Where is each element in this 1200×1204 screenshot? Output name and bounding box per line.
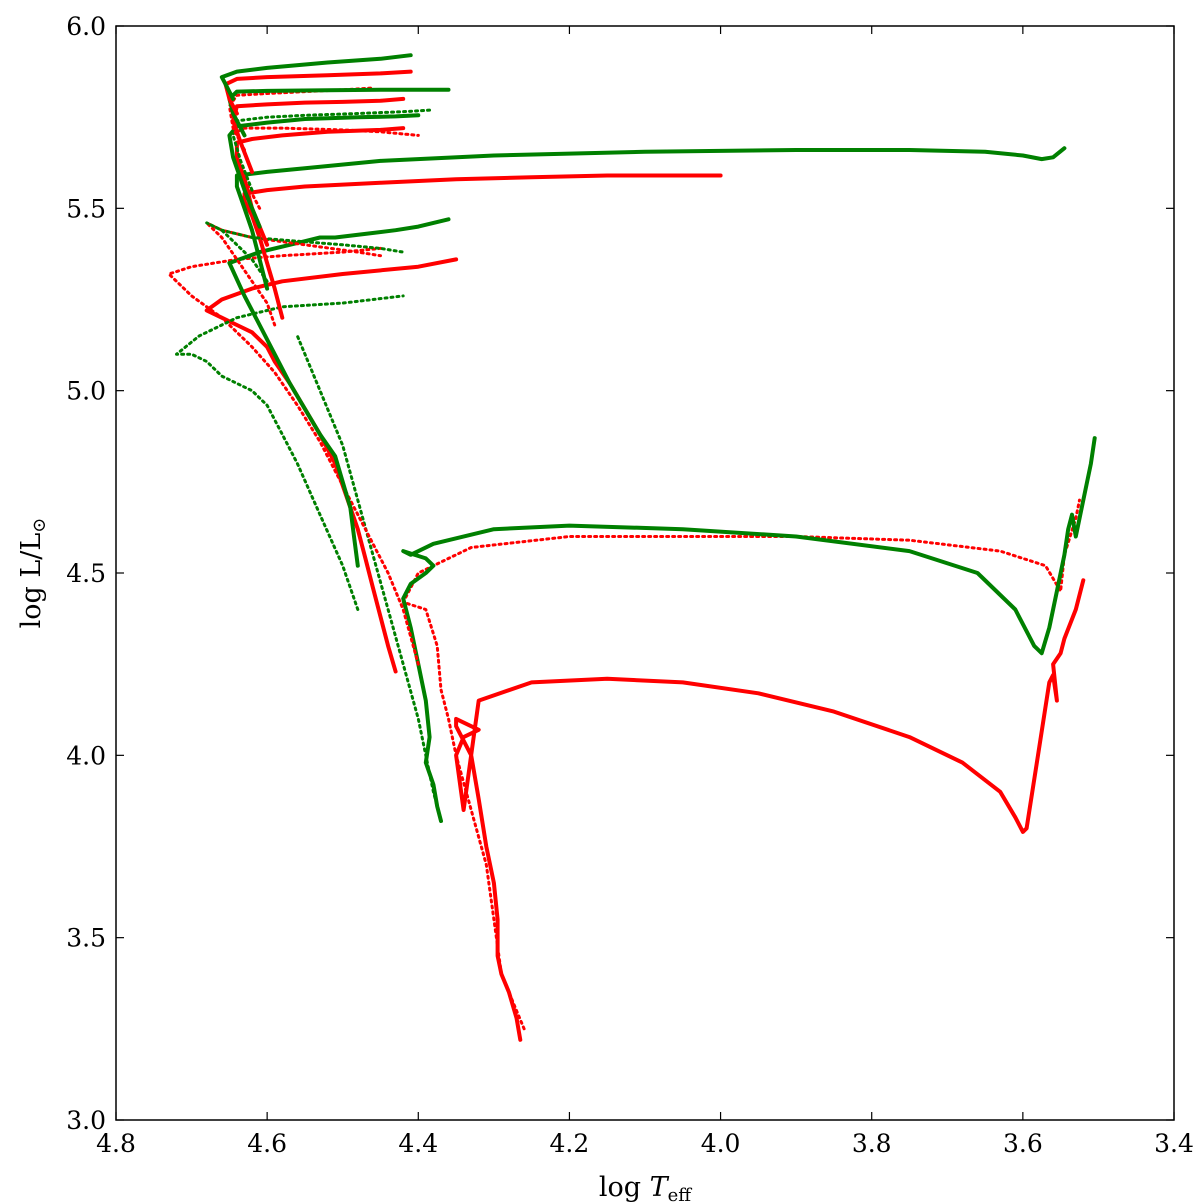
- y-tick-label: 5.5: [66, 194, 106, 223]
- track-green-solid-14: [227, 113, 421, 229]
- x-axis-label: log Teff: [599, 1172, 692, 1204]
- track-green-dotted-11: [205, 221, 405, 283]
- y-tick-label: 5.0: [66, 377, 106, 406]
- track-green-solid-6: [227, 217, 451, 568]
- track-red-solid-19: [223, 69, 413, 116]
- x-tick-label: 4.6: [247, 1129, 287, 1158]
- track-red-solid-16: [231, 96, 406, 174]
- track-red-solid-8: [242, 173, 723, 320]
- x-tick-label: 3.8: [852, 1129, 892, 1158]
- track-red-dotted-9: [205, 221, 382, 327]
- x-tick-label: 4.4: [398, 1129, 438, 1158]
- track-red-solid-0: [454, 578, 1086, 1042]
- axis-ticks: 4.8 4.6 4.4 4.2 4.0 3.8 3.6 3.4 3.0 3.5 4.0 4.5 5.0 5…: [66, 12, 1194, 1158]
- x-tick-label: 3.6: [1003, 1129, 1043, 1158]
- x-tick-label: 4.2: [550, 1129, 590, 1158]
- y-tick-label: 3.5: [66, 924, 106, 953]
- y-tick-label: 4.5: [66, 559, 106, 588]
- track-green-dotted-7: [175, 294, 405, 611]
- track-green-dotted-15: [231, 108, 435, 192]
- y-tick-label: 4.0: [66, 741, 106, 770]
- track-green-solid-20: [219, 53, 413, 101]
- track-red-dotted-5: [167, 246, 420, 666]
- y-axis-label: log L/L⊙: [16, 518, 50, 629]
- x-tick-label: 4.8: [96, 1129, 136, 1158]
- x-tick-label: 3.4: [1154, 1129, 1194, 1158]
- x-tick-label: 4.0: [701, 1129, 741, 1158]
- track-red-dotted-13: [227, 126, 420, 210]
- track-green-dotted-3: [295, 334, 443, 823]
- track-green-solid-2: [401, 436, 1097, 823]
- track-green-solid-10: [234, 146, 1067, 291]
- track-green-solid-18: [227, 87, 451, 138]
- y-tick-label: 6.0: [66, 12, 106, 41]
- evolutionary-tracks: [167, 53, 1097, 1042]
- y-tick-label: 3.0: [66, 1106, 106, 1135]
- track-red-dotted-17: [227, 86, 375, 152]
